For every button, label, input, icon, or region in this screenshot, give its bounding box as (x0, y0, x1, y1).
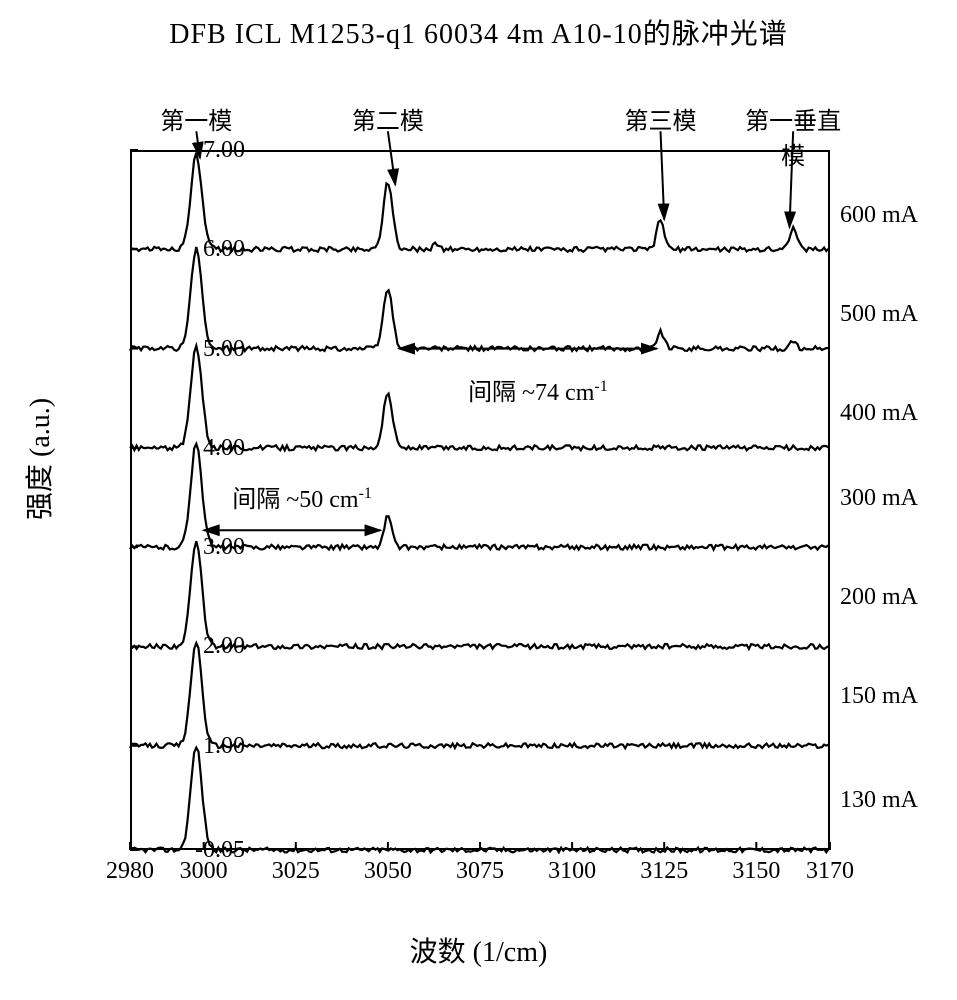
series-label: 150 mA (840, 683, 918, 710)
x-tick-label: 3075 (450, 858, 510, 885)
series-label: 200 mA (840, 584, 918, 611)
x-tick-label: 3125 (634, 858, 694, 885)
x-tick-label: 3170 (800, 858, 860, 885)
x-tick-label: 3100 (542, 858, 602, 885)
series-label: 600 mA (840, 202, 918, 229)
series-label: 300 mA (840, 485, 918, 512)
series-label: 500 mA (840, 301, 918, 328)
interval-label: 间隔 ~50 cm-1 (212, 479, 392, 514)
x-tick-label: 3150 (726, 858, 786, 885)
mode-label: 第一垂直模 (743, 101, 843, 171)
series-label: 130 mA (840, 787, 918, 814)
y-tick-label: 3.00 (145, 534, 245, 561)
y-tick-label: 2.00 (145, 633, 245, 660)
y-tick-label: 1.00 (145, 733, 245, 760)
y-tick-label: 7.00 (145, 137, 245, 164)
chart-container: DFB ICL M1253-q1 60034 4m A10-10的脉冲光谱 强度… (0, 0, 957, 1000)
x-tick-label: 3025 (266, 858, 326, 885)
mode-label: 第三模 (611, 101, 711, 136)
y-tick-label: 6.00 (145, 236, 245, 263)
y-tick-label: 4.00 (145, 435, 245, 462)
y-tick-label: 5.00 (145, 336, 245, 363)
x-tick-label: 3050 (358, 858, 418, 885)
mode-label: 第一模 (146, 101, 246, 136)
interval-label: 间隔 ~74 cm-1 (448, 372, 628, 407)
mode-label: 第二模 (338, 101, 438, 136)
y-tick-label: -0.05 (145, 837, 245, 864)
series-label: 400 mA (840, 400, 918, 427)
